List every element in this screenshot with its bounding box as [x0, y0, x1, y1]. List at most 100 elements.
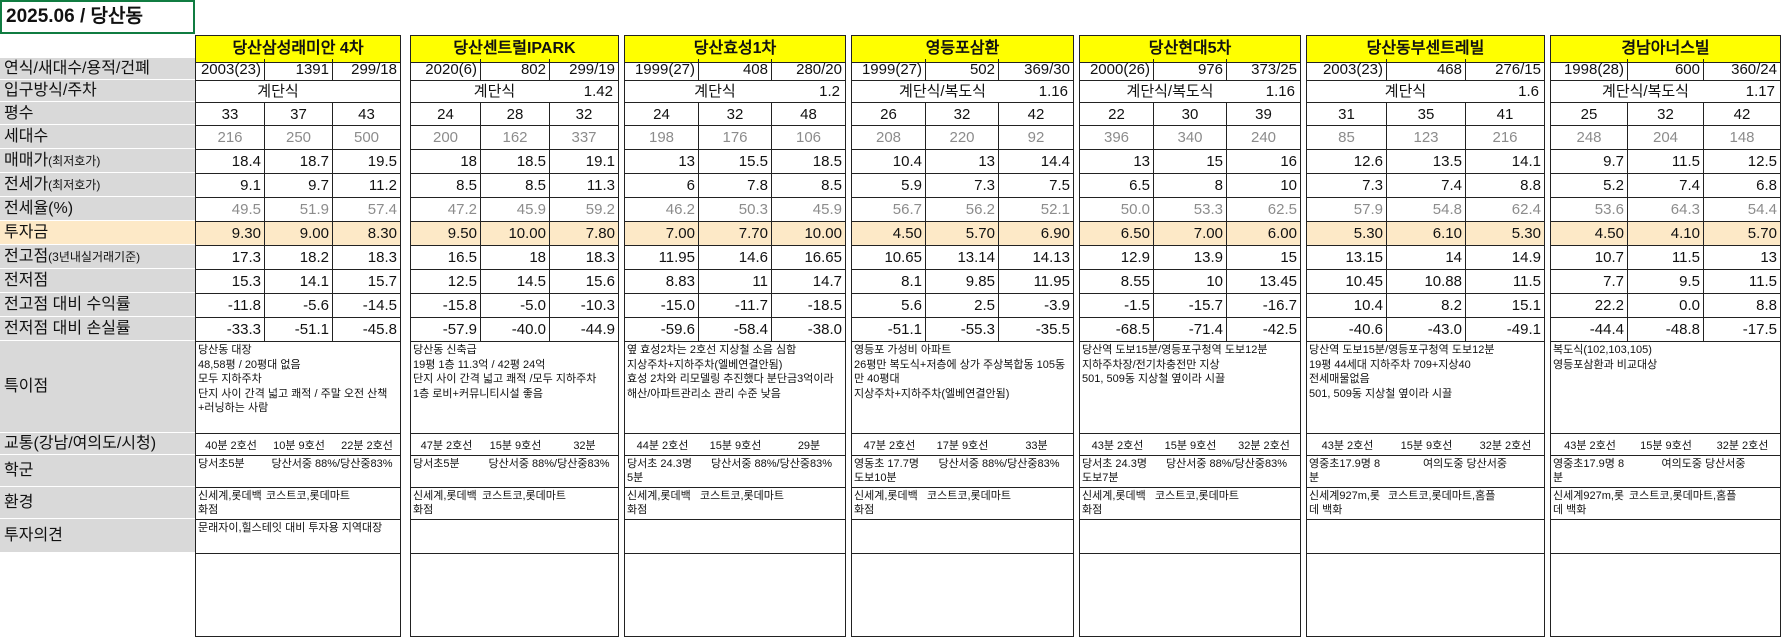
value-cell[interactable]: 6.10: [1386, 222, 1465, 245]
value-cell[interactable]: 15분 9호선: [709, 440, 762, 452]
value-cell[interactable]: 26: [880, 106, 897, 123]
row-label-transit[interactable]: 교통(강남/여의도/시청): [0, 433, 195, 455]
entry-type-cell[interactable]: 계단식: [1384, 83, 1427, 100]
value-cell[interactable]: 8.5: [771, 174, 845, 197]
value-cell[interactable]: 15.6: [549, 270, 618, 293]
value-cell[interactable]: 10: [1153, 270, 1226, 293]
value-cell[interactable]: -59.6: [660, 321, 695, 338]
value-cell[interactable]: 208: [875, 129, 902, 146]
value-cell[interactable]: -55.3: [925, 318, 998, 341]
value-cell[interactable]: 9.50: [447, 225, 477, 242]
value-cell[interactable]: 369/30: [998, 59, 1073, 80]
value-cell[interactable]: 32분: [573, 440, 596, 452]
value-cell[interactable]: -1.5: [1124, 297, 1150, 314]
notes-text[interactable]: 당산동 대장 48,58평 / 20평대 없음 모두 지하주차 단지 사이 간격…: [198, 344, 388, 414]
value-cell[interactable]: -16.7: [1226, 294, 1300, 317]
value-cell[interactable]: -38.0: [771, 318, 845, 341]
value-cell[interactable]: 15분 9호선: [1640, 440, 1692, 452]
pair-cell-second[interactable]: 여의도중 당산서중: [1661, 458, 1746, 470]
value-cell[interactable]: -15.0: [660, 297, 695, 314]
value-cell[interactable]: 12.5: [1703, 150, 1780, 173]
complex-name-header[interactable]: 영등포삼환: [852, 36, 1073, 63]
value-cell[interactable]: 11.5: [1627, 150, 1703, 173]
value-cell[interactable]: 5.9: [901, 177, 922, 194]
entry-type-cell[interactable]: 계단식/복도식: [899, 83, 986, 100]
entry-type-cell[interactable]: 계단식: [473, 83, 516, 100]
value-cell[interactable]: 7.80: [549, 222, 618, 245]
value-cell[interactable]: 14.9: [1465, 246, 1544, 269]
notes-text[interactable]: 당산역 도보15분/영등포구청역 도보12분 지하주차장/전기차충전만 지상 5…: [1082, 344, 1268, 385]
value-cell[interactable]: 8.1: [901, 273, 922, 290]
value-cell[interactable]: 8.83: [665, 273, 695, 290]
complex-name-header[interactable]: 당산삼성래미안 4차: [196, 36, 400, 63]
value-cell[interactable]: -40.0: [480, 318, 549, 341]
row-label-invest[interactable]: 투자금: [0, 221, 195, 245]
value-cell[interactable]: 9.1: [240, 177, 261, 194]
value-cell[interactable]: -15.7: [1153, 294, 1226, 317]
value-cell[interactable]: 47분 2호선: [420, 440, 473, 452]
pair-cell-second[interactable]: 코스트코,롯데마트,홈플: [1388, 490, 1496, 502]
value-cell[interactable]: 32분 2호선: [1238, 440, 1290, 452]
pair-cell-first[interactable]: 신세계927m,롯데 백화: [1553, 490, 1625, 516]
value-cell[interactable]: -3.9: [998, 294, 1073, 317]
value-cell[interactable]: 123: [1386, 126, 1465, 149]
value-cell[interactable]: 18: [480, 246, 549, 269]
value-cell[interactable]: 802: [480, 59, 549, 80]
value-cell[interactable]: 13: [1133, 153, 1150, 170]
notes-text[interactable]: 복도식(102,103,105) 영등포삼환과 비교대상: [1553, 344, 1658, 371]
parking-ratio-cell[interactable]: 1.42: [583, 83, 613, 100]
row-label-jeonse[interactable]: 전세가(최저호가): [0, 173, 195, 197]
value-cell[interactable]: 12.9: [1120, 249, 1150, 266]
value-cell[interactable]: 32: [549, 103, 618, 125]
pair-cell-first[interactable]: 신세계,롯데백화점: [413, 490, 477, 516]
value-cell[interactable]: 24: [653, 106, 670, 123]
value-cell[interactable]: 1391: [264, 59, 332, 80]
value-cell[interactable]: 48: [771, 103, 845, 125]
value-cell[interactable]: 16.65: [771, 246, 845, 269]
value-cell[interactable]: -14.5: [332, 294, 400, 317]
value-cell[interactable]: 49.5: [231, 201, 261, 218]
value-cell[interactable]: 276/15: [1465, 59, 1544, 80]
value-cell[interactable]: 408: [698, 59, 771, 80]
value-cell[interactable]: 360/24: [1703, 59, 1780, 80]
value-cell[interactable]: 50.3: [698, 198, 771, 221]
row-label-sale[interactable]: 매매가(최저호가): [0, 149, 195, 173]
value-cell[interactable]: 14.13: [998, 246, 1073, 269]
value-cell[interactable]: 2020(6): [425, 61, 477, 78]
value-cell[interactable]: 15분 9호선: [1400, 440, 1453, 452]
value-cell[interactable]: 10.45: [1345, 273, 1383, 290]
value-cell[interactable]: 43: [332, 103, 400, 125]
value-cell[interactable]: -45.8: [332, 318, 400, 341]
value-cell[interactable]: 15: [1226, 246, 1300, 269]
value-cell[interactable]: -40.6: [1348, 321, 1383, 338]
value-cell[interactable]: -51.1: [887, 321, 922, 338]
value-cell[interactable]: 396: [1103, 129, 1130, 146]
value-cell[interactable]: -5.6: [264, 294, 332, 317]
value-cell[interactable]: 57.9: [1353, 201, 1383, 218]
value-cell[interactable]: 248: [1576, 129, 1602, 146]
value-cell[interactable]: 19.1: [549, 150, 618, 173]
value-cell[interactable]: 299/18: [332, 59, 400, 80]
value-cell[interactable]: 22분 2호선: [341, 440, 393, 452]
row-label-opinion[interactable]: 투자의견: [0, 519, 195, 553]
pair-cell-second[interactable]: 코스트코,롯데마트,홈플: [1629, 490, 1737, 502]
value-cell[interactable]: -18.5: [771, 294, 845, 317]
value-cell[interactable]: 32분 2호선: [1479, 440, 1532, 452]
value-cell[interactable]: 28: [480, 103, 549, 125]
value-cell[interactable]: 10.65: [884, 249, 922, 266]
opinion-text[interactable]: 문래자이,힐스테잇 대비 투자용 지역대장: [198, 522, 383, 534]
value-cell[interactable]: 10.7: [1594, 249, 1624, 266]
sheet-title[interactable]: 2025.06 / 당산동: [0, 0, 195, 34]
value-cell[interactable]: 64.3: [1627, 198, 1703, 221]
value-cell[interactable]: 44분 2호선: [636, 440, 689, 452]
value-cell[interactable]: 14.1: [1465, 150, 1544, 173]
value-cell[interactable]: 32: [925, 103, 998, 125]
value-cell[interactable]: 106: [771, 126, 845, 149]
value-cell[interactable]: 7.8: [698, 174, 771, 197]
value-cell[interactable]: 8.5: [456, 177, 477, 194]
value-cell[interactable]: 13: [925, 150, 998, 173]
value-cell[interactable]: 29분: [797, 440, 821, 452]
value-cell[interactable]: 176: [698, 126, 771, 149]
value-cell[interactable]: 30: [1153, 103, 1226, 125]
value-cell[interactable]: 15: [1153, 150, 1226, 173]
